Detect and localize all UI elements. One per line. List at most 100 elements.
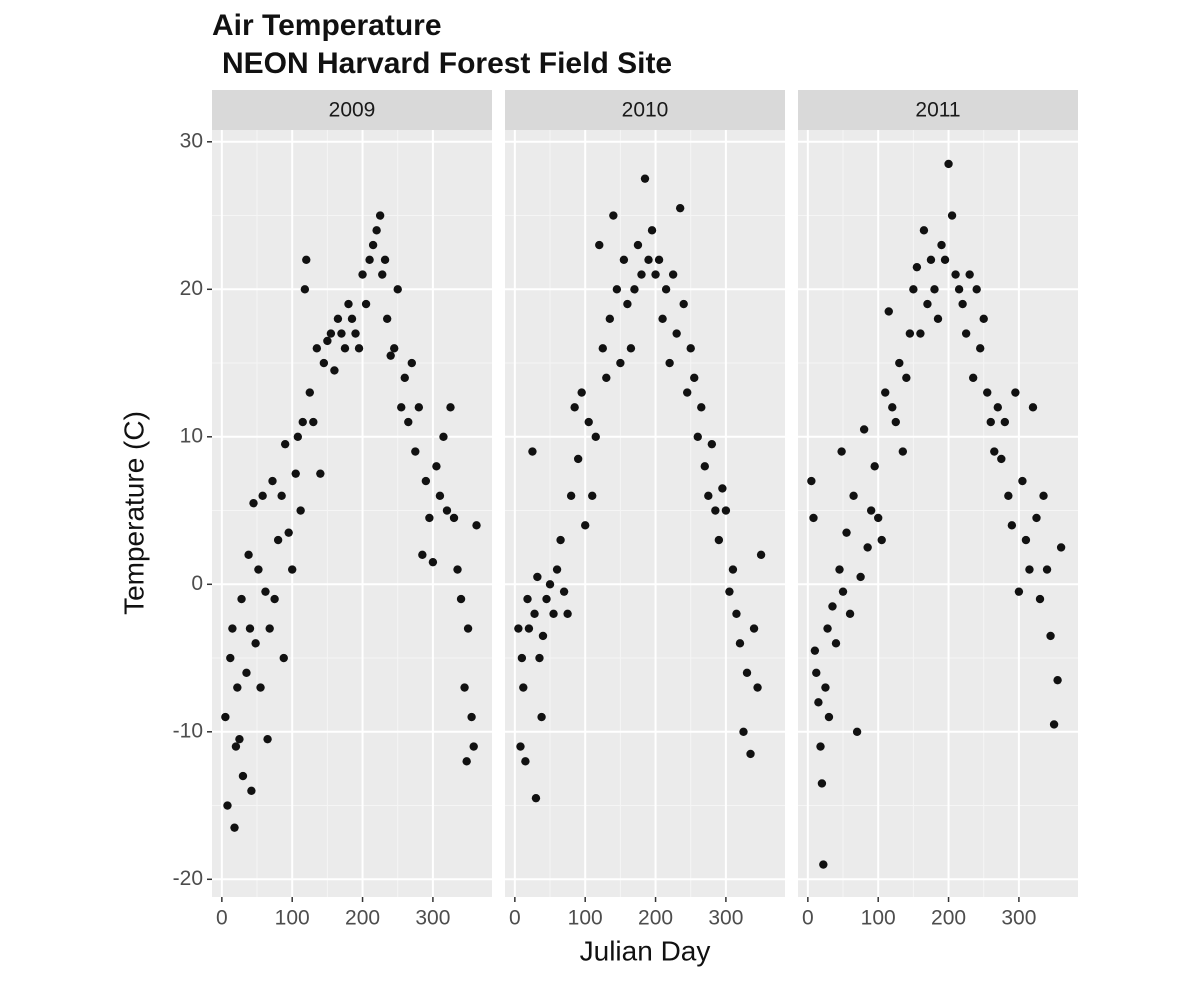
point bbox=[609, 211, 618, 220]
x-tick-label: 300 bbox=[415, 907, 450, 930]
point bbox=[244, 550, 253, 559]
point bbox=[570, 403, 579, 412]
point bbox=[842, 528, 851, 537]
point bbox=[968, 373, 978, 382]
point bbox=[514, 624, 523, 633]
point bbox=[386, 351, 395, 360]
point bbox=[344, 299, 353, 309]
point bbox=[923, 299, 932, 309]
point bbox=[323, 336, 332, 346]
point bbox=[753, 683, 762, 692]
point bbox=[1039, 491, 1048, 500]
y-tick-label: -20 bbox=[173, 867, 203, 890]
y-tick-label: 10 bbox=[180, 424, 203, 447]
point bbox=[718, 484, 727, 493]
point bbox=[807, 476, 816, 486]
point bbox=[230, 823, 239, 832]
point bbox=[351, 329, 360, 338]
point bbox=[623, 299, 632, 309]
point bbox=[845, 609, 855, 618]
point bbox=[251, 639, 260, 648]
point bbox=[697, 403, 706, 412]
point bbox=[268, 476, 277, 486]
point bbox=[1018, 476, 1027, 486]
point bbox=[463, 624, 473, 633]
point bbox=[1032, 513, 1041, 523]
point bbox=[390, 344, 399, 353]
point bbox=[888, 403, 897, 412]
point bbox=[296, 506, 305, 515]
point bbox=[531, 793, 541, 803]
point bbox=[749, 624, 759, 633]
point bbox=[566, 491, 576, 500]
point bbox=[279, 653, 288, 663]
point bbox=[814, 698, 823, 707]
y-tick-label: 0 bbox=[191, 572, 203, 595]
point bbox=[549, 609, 558, 618]
point bbox=[261, 587, 270, 596]
point bbox=[658, 314, 667, 323]
point bbox=[837, 447, 846, 456]
point bbox=[595, 240, 604, 250]
point bbox=[1014, 587, 1024, 596]
point bbox=[912, 262, 922, 272]
point bbox=[881, 388, 890, 397]
y-axis-label: Temperature (C) bbox=[118, 411, 149, 615]
point bbox=[414, 403, 424, 412]
point bbox=[1007, 521, 1017, 530]
point bbox=[242, 668, 251, 677]
point bbox=[633, 240, 643, 250]
x-tick-label: 100 bbox=[568, 907, 603, 930]
point bbox=[400, 373, 409, 382]
point bbox=[651, 270, 660, 279]
x-tick-label: 100 bbox=[275, 907, 310, 930]
point bbox=[940, 255, 950, 264]
point bbox=[746, 749, 755, 759]
point bbox=[605, 314, 615, 323]
point bbox=[456, 594, 466, 604]
point bbox=[247, 786, 256, 795]
point bbox=[809, 513, 818, 523]
x-tick-label: 200 bbox=[345, 907, 380, 930]
point bbox=[602, 373, 611, 382]
point bbox=[591, 432, 600, 441]
point bbox=[588, 491, 597, 500]
point bbox=[469, 742, 478, 751]
point bbox=[972, 285, 981, 294]
point bbox=[288, 565, 297, 574]
strip-label: 2010 bbox=[622, 99, 669, 122]
point bbox=[823, 624, 832, 633]
point bbox=[930, 285, 939, 294]
point bbox=[265, 624, 274, 633]
point bbox=[231, 742, 241, 751]
panel-background bbox=[798, 130, 1078, 897]
point bbox=[732, 609, 741, 618]
point bbox=[690, 373, 699, 382]
point bbox=[824, 712, 834, 722]
point bbox=[521, 757, 530, 766]
point bbox=[280, 439, 290, 449]
point bbox=[298, 417, 307, 427]
point bbox=[619, 255, 629, 264]
y-tick-label: 30 bbox=[180, 129, 203, 152]
point bbox=[626, 344, 636, 353]
point bbox=[877, 535, 886, 545]
point bbox=[821, 683, 830, 692]
point bbox=[665, 358, 674, 368]
x-tick-label: 0 bbox=[509, 907, 521, 930]
point bbox=[630, 285, 639, 294]
point bbox=[545, 580, 555, 589]
point bbox=[1025, 565, 1034, 574]
point bbox=[228, 624, 237, 633]
point bbox=[435, 491, 445, 500]
point bbox=[305, 388, 314, 397]
point bbox=[874, 513, 883, 523]
strip-label: 2011 bbox=[915, 99, 960, 122]
point bbox=[828, 602, 837, 611]
x-tick-label: 0 bbox=[216, 907, 228, 930]
point bbox=[380, 255, 390, 264]
chart-title: Air Temperature bbox=[212, 9, 442, 42]
point bbox=[552, 565, 562, 574]
point bbox=[951, 270, 960, 279]
